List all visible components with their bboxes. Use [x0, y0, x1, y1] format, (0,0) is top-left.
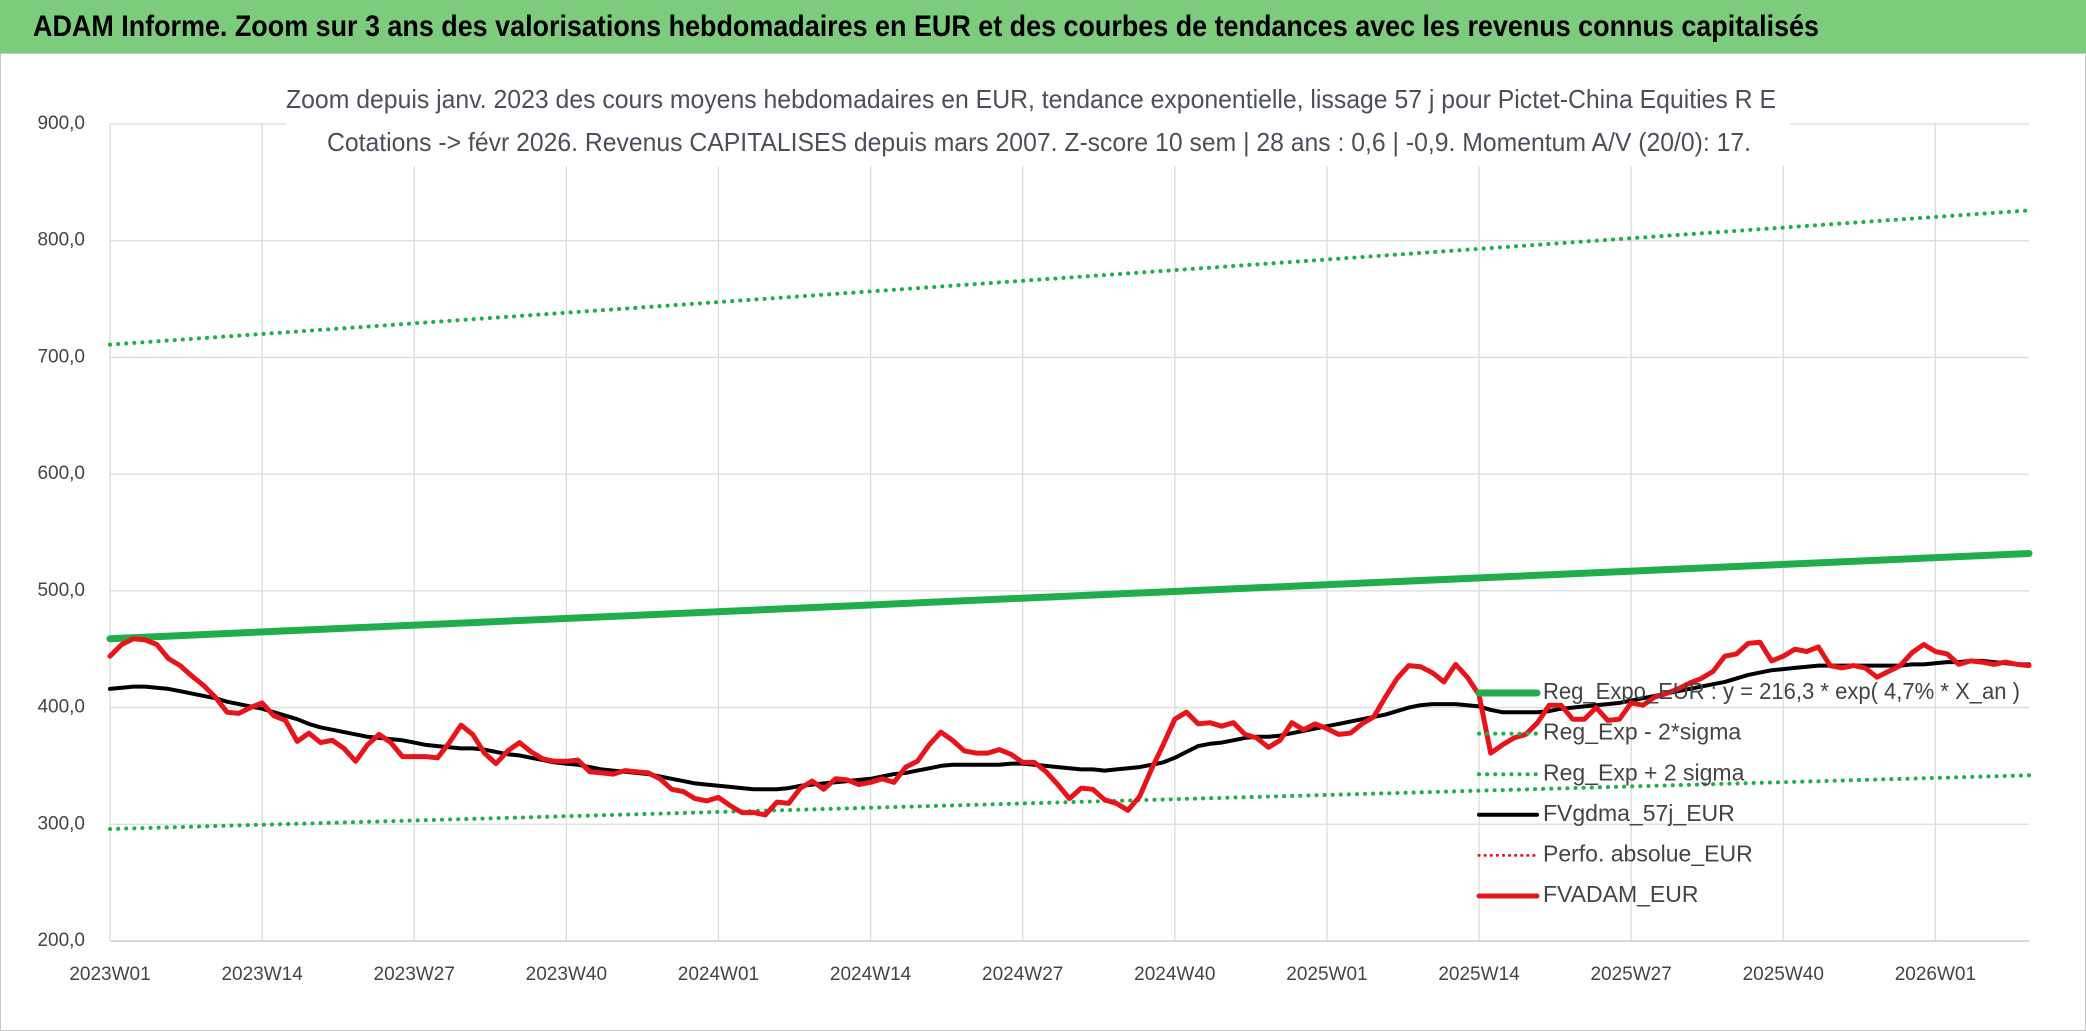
legend-label: Reg_Expo_EUR : y = 216,3 * exp( 4,7% * X… [1543, 678, 2020, 704]
x-tick-label: 2023W01 [69, 964, 150, 985]
y-tick-label: 300,0 [37, 813, 85, 834]
x-tick-label: 2023W27 [374, 964, 455, 985]
y-tick-label: 200,0 [37, 930, 85, 951]
y-tick-label: 600,0 [37, 463, 85, 484]
legend-label: Perfo. absolue_EUR [1543, 840, 1753, 866]
x-tick-label: 2024W14 [830, 964, 912, 985]
x-tick-label: 2025W40 [1743, 964, 1824, 985]
y-tick-label: 700,0 [37, 346, 85, 367]
legend-label: Reg_Exp - 2*sigma [1543, 719, 1741, 745]
header-title: ADAM Informe. Zoom sur 3 ans des valoris… [33, 10, 1819, 43]
x-tick-label: 2024W01 [678, 964, 759, 985]
x-tick-label: 2025W27 [1590, 964, 1671, 985]
series-line [107, 636, 2032, 818]
series-line [108, 658, 2031, 792]
x-tick-label: 2024W40 [1134, 964, 1215, 985]
chart-frame [0, 53, 2086, 1031]
legend-label: Reg_Exp + 2 sigma [1543, 759, 1745, 785]
x-tick-label: 2025W01 [1286, 964, 1367, 985]
y-tick-label: 500,0 [37, 580, 85, 601]
y-tick-label: 800,0 [37, 230, 85, 251]
header-band [0, 0, 2086, 53]
x-tick-label: 2024W27 [982, 964, 1063, 985]
legend-label: FVADAM_EUR [1543, 881, 1699, 907]
legend-label: FVgdma_57j_EUR [1543, 800, 1735, 826]
y-tick-label: 400,0 [37, 697, 85, 718]
y-tick-label: 900,0 [37, 113, 85, 134]
series-line [106, 550, 2033, 643]
title-backdrop [286, 80, 1790, 166]
series-line [108, 208, 2031, 347]
legend: Reg_Expo_EUR : y = 216,3 * exp( 4,7% * X… [1475, 678, 2020, 907]
x-tick-label: 2023W40 [526, 964, 607, 985]
x-tick-label: 2026W01 [1895, 964, 1976, 985]
x-tick-label: 2023W14 [221, 964, 303, 985]
plot [106, 208, 2033, 831]
x-tick-label: 2025W14 [1438, 964, 1520, 985]
chart-subtitle: Cotations -> févr 2026. Revenus CAPITALI… [327, 127, 1751, 157]
chart-title: Zoom depuis janv. 2023 des cours moyens … [286, 84, 1776, 114]
